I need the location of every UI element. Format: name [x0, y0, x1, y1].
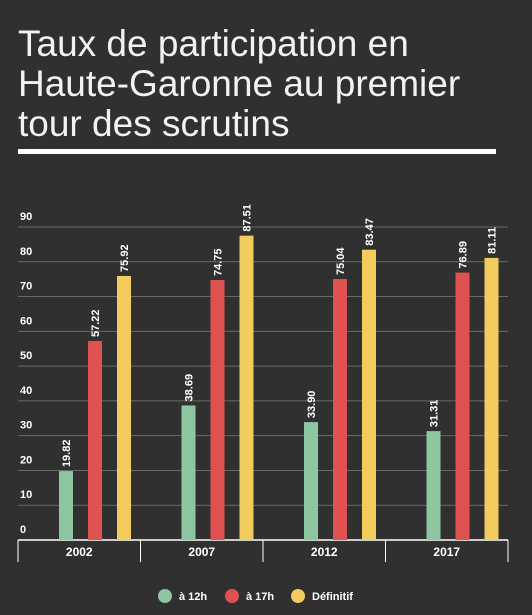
- y-tick-label: 60: [20, 315, 32, 327]
- chart-title: Taux de participation en Haute-Garonne a…: [18, 23, 461, 144]
- title-underline: [18, 149, 496, 154]
- legend-swatch: [225, 589, 239, 603]
- y-tick-label: 40: [20, 385, 32, 397]
- y-tick-label: 30: [20, 420, 32, 432]
- bars: 19.82 57.22 75.92 38.69 74.75 87.51 33.90 75.04…: [59, 204, 499, 540]
- y-tick-label: 20: [20, 454, 32, 466]
- data-label: 83.47: [364, 218, 376, 246]
- data-label: 33.90: [306, 391, 318, 419]
- x-axis: 2002 2007 2012 2017: [17, 540, 509, 562]
- bar: [88, 341, 102, 540]
- legend-label: à 12h: [179, 591, 207, 603]
- bar: [304, 422, 318, 540]
- legend-swatch: [158, 589, 172, 603]
- data-label: 19.82: [61, 440, 73, 468]
- data-label: 38.69: [184, 374, 196, 402]
- legend-label: à 17h: [246, 591, 274, 603]
- legend: à 12h à 17h Définitif: [158, 589, 353, 603]
- x-tick-label: 2007: [188, 545, 215, 559]
- bar: [239, 235, 254, 540]
- bar: [362, 249, 376, 540]
- y-tick-label: 50: [20, 350, 32, 362]
- data-label: 81.11: [487, 227, 499, 254]
- data-label: 57.22: [90, 309, 102, 337]
- data-label: 75.04: [335, 247, 347, 275]
- bar: [426, 431, 441, 540]
- bar: [117, 275, 131, 540]
- bar: [59, 471, 73, 540]
- bar: [181, 405, 196, 540]
- y-tick-label: 70: [20, 281, 32, 293]
- legend-label: Définitif: [312, 591, 353, 603]
- x-tick-label: 2012: [311, 545, 338, 559]
- x-tick-label: 2002: [66, 545, 93, 559]
- bar: [484, 257, 499, 540]
- bar: [455, 272, 470, 540]
- data-label: 74.75: [213, 249, 225, 277]
- x-tick-label: 2017: [433, 545, 460, 559]
- data-label: 87.51: [242, 204, 254, 232]
- data-label: 31.31: [429, 400, 441, 428]
- bar: [210, 280, 225, 540]
- y-tick-label: 10: [20, 489, 32, 501]
- data-label: 76.89: [458, 241, 470, 269]
- data-label: 75.92: [119, 244, 131, 272]
- y-axis-ticks: 0 10 20 30 40 50 60 70 80 90: [20, 211, 32, 536]
- y-tick-label: 0: [20, 524, 26, 536]
- legend-swatch: [291, 589, 305, 603]
- y-tick-label: 90: [20, 211, 32, 223]
- bar: [333, 279, 347, 540]
- y-tick-label: 80: [20, 246, 32, 258]
